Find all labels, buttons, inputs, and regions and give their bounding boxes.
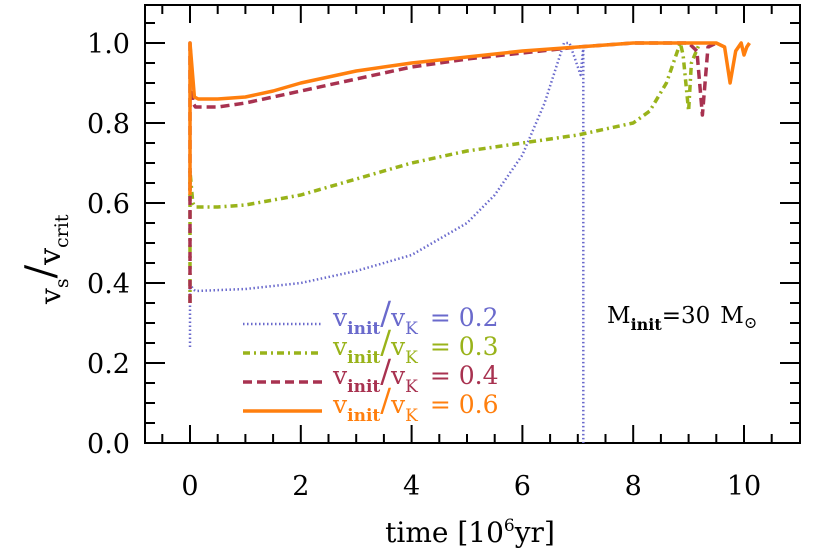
series-line xyxy=(188,41,751,195)
x-tick-label: 0 xyxy=(181,471,198,502)
legend-label: vinit/vK = 0.6 xyxy=(332,381,499,426)
y-axis-title: vs/vcrit xyxy=(18,214,73,305)
y-tick-label: 0.4 xyxy=(87,269,130,300)
legend-label: vinit/vK = 0.3 xyxy=(332,323,499,368)
x-tick-label: 4 xyxy=(403,471,420,502)
x-axis-title: time [106yr] xyxy=(385,516,555,549)
y-tick-label: 1.0 xyxy=(87,29,130,60)
x-tick-label: 6 xyxy=(514,471,531,502)
axis-ticks xyxy=(145,5,800,443)
x-tick-label: 10 xyxy=(727,471,761,502)
y-tick-labels: 0.0 0.2 0.4 0.6 0.8 1.0 xyxy=(87,29,130,460)
series-line xyxy=(188,41,585,443)
svg-text:vs/vcrit: vs/vcrit xyxy=(18,214,73,305)
legend-label: vinit/vK = 0.4 xyxy=(332,352,499,397)
series-line xyxy=(188,41,718,303)
series-line xyxy=(188,41,702,303)
data-series xyxy=(188,41,751,443)
mass-annotation: Minit=30 M⊙ xyxy=(607,303,757,334)
y-tick-label: 0.2 xyxy=(87,349,130,380)
x-tick-label: 8 xyxy=(625,471,642,502)
y-tick-label: 0.8 xyxy=(87,109,130,140)
legend-label: vinit/vK = 0.2 xyxy=(332,294,499,339)
y-tick-label: 0.6 xyxy=(87,189,130,220)
x-tick-label: 2 xyxy=(292,471,309,502)
x-tick-labels: 0 2 4 6 8 10 xyxy=(181,471,761,502)
y-tick-label: 0.0 xyxy=(87,429,130,460)
